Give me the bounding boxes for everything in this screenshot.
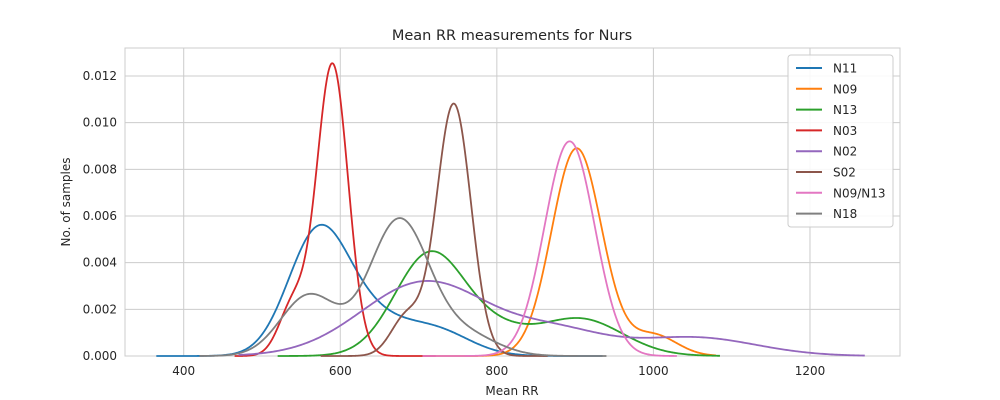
plot-area [124,47,901,357]
kde-curve-n03 [234,62,437,357]
y-tick-label: 0.002 [83,302,117,316]
y-tick-label: 0.004 [83,256,117,270]
x-tick-label: 1200 [795,364,826,378]
y-tick-label: 0.012 [83,69,117,83]
x-tick-label: 1000 [638,364,669,378]
x-axis-label: Mean RR [485,384,538,398]
legend-entry: N11 [833,62,857,76]
chart-title: Mean RR measurements for Nurs [392,28,632,44]
legend-entry: N09/N13 [833,186,886,200]
y-tick-label: 0.010 [83,116,117,130]
legend-box [787,54,894,228]
y-tick-labels: 0.000 0.002 0.004 0.006 0.008 0.010 0.012 [83,69,117,363]
legend-entry: N09 [833,82,857,96]
x-tick-label: 600 [329,364,352,378]
kde-curve-n09-n13 [422,140,678,357]
legend-entry: N02 [833,145,857,159]
x-tick-labels: 400 600 800 1000 1200 [172,364,825,378]
y-tick-label: 0.000 [83,349,117,363]
kde-curve-s02 [320,102,549,357]
legend-entry: N13 [833,103,857,117]
y-tick-label: 0.006 [83,209,117,223]
legend-entry: S02 [833,166,856,180]
x-tick-label: 800 [485,364,508,378]
y-axis-label: No. of samples [59,158,73,247]
series-curves [156,62,865,357]
kde-curve-n18 [199,217,607,357]
y-tick-label: 0.008 [83,162,117,176]
kde-curve-n02 [238,280,865,357]
legend-entry: N18 [833,207,857,221]
legend: N11 N09 N13 N03 N02 S02 N09/N13 N18 [787,54,894,228]
x-tick-label: 400 [172,364,195,378]
kde-curve-n13 [277,250,720,357]
legend-entry: N03 [833,124,857,138]
